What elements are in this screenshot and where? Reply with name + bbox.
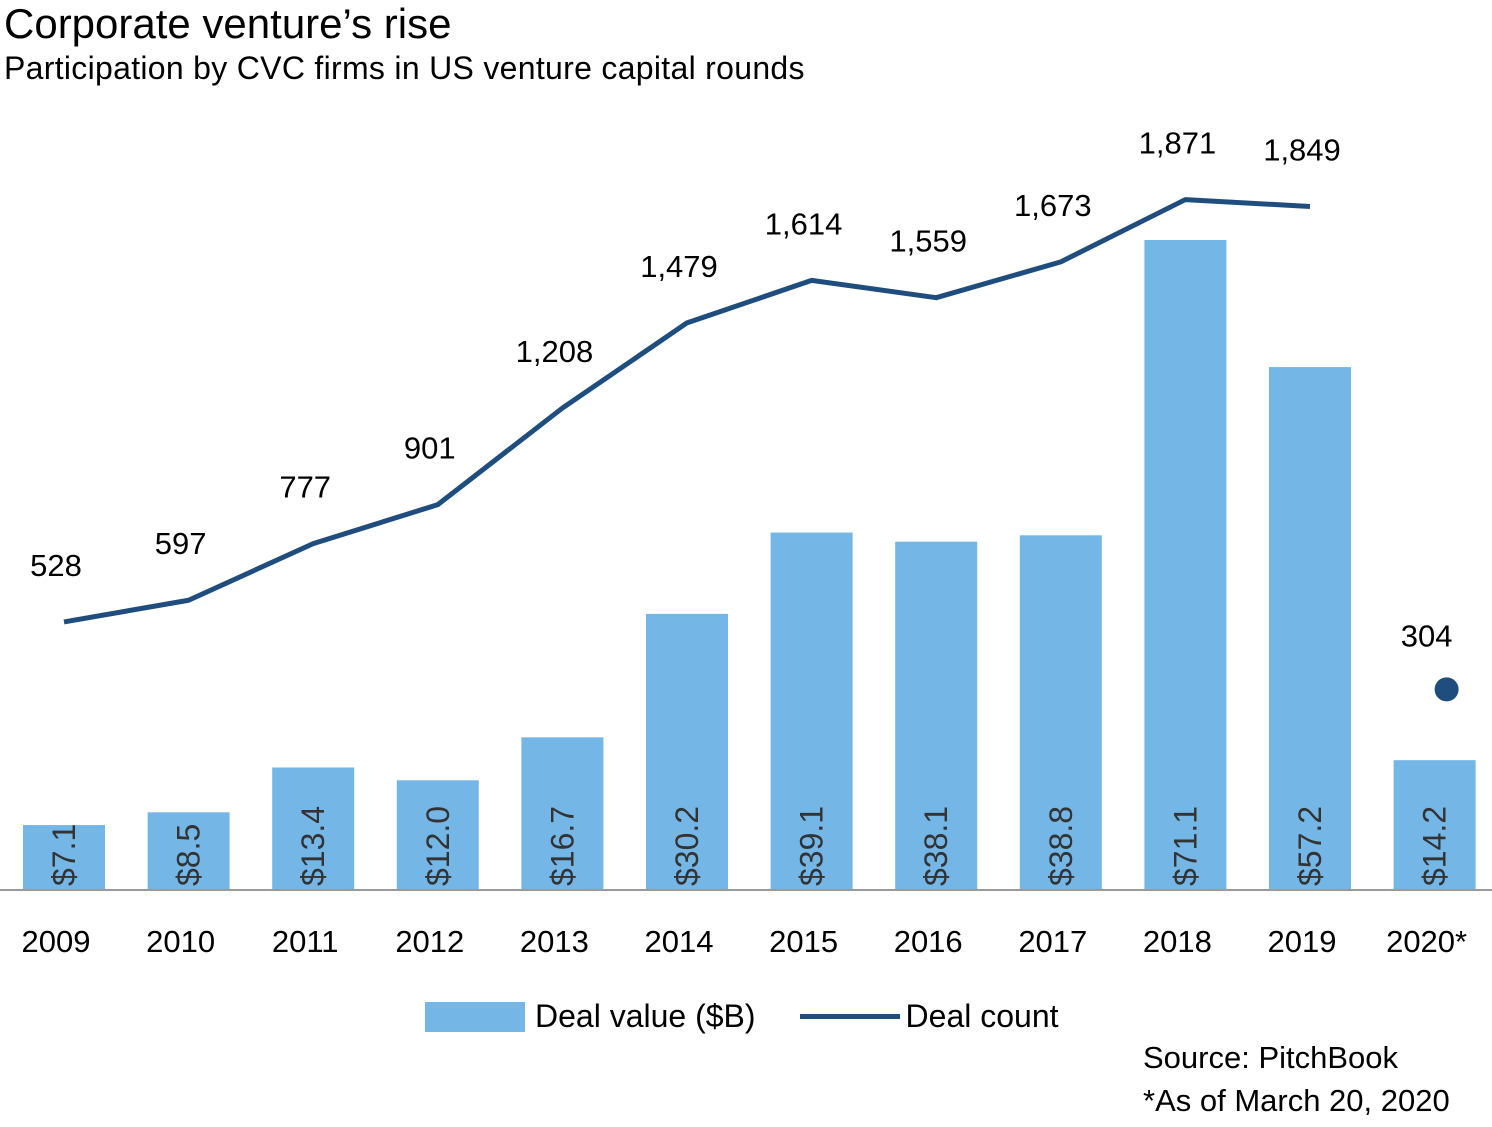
line-value-label-2016: 1,559	[889, 224, 967, 259]
legend: Deal value ($B) Deal count	[425, 998, 1059, 1035]
bar-2020*	[1393, 760, 1476, 890]
x-tick-label-2012: 2012	[395, 924, 464, 959]
bar-2011	[272, 767, 355, 890]
line-value-label-2015: 1,614	[765, 206, 843, 241]
bar-labels-layer: $7.1 $8.5 $13.4 $12.0 $16.7 $30.2 $39.1 $38.1 $3…	[46, 806, 1453, 886]
bar-value-label-2016: $38.1	[918, 806, 954, 886]
deal-count-line	[63, 197, 1311, 625]
x-tick-label-2011: 2011	[272, 924, 339, 959]
x-tick-label-2009: 2009	[22, 924, 91, 959]
line-value-label-2010: 597	[155, 526, 207, 561]
legend-bar-label: Deal value ($B)	[535, 998, 756, 1034]
chart-title: Corporate venture’s rise	[4, 0, 452, 47]
bar-2015	[770, 532, 853, 890]
bar-2017	[1019, 535, 1102, 890]
bar-2012	[396, 780, 479, 890]
bar-value-label-2011: $13.4	[295, 806, 331, 886]
bar-2018	[1144, 240, 1227, 890]
line-value-label-2012: 901	[404, 431, 456, 466]
x-tick-label-2010: 2010	[146, 924, 215, 959]
chart-subtitle: Participation by CVC firms in US venture…	[4, 50, 805, 86]
bar-2009	[23, 825, 105, 890]
x-tick-label-2015: 2015	[769, 924, 838, 959]
x-tick-label-2020*: 2020*	[1386, 924, 1467, 959]
x-tick-label-2017: 2017	[1018, 924, 1087, 959]
bar-value-label-2012: $12.0	[420, 806, 456, 886]
bar-2013	[521, 737, 604, 890]
bar-value-label-2018: $71.1	[1167, 806, 1203, 886]
legend-line-swatch	[799, 1014, 900, 1019]
bar-2016	[895, 541, 978, 890]
line-value-label-2017: 1,673	[1014, 188, 1092, 223]
bar-value-label-2017: $38.8	[1043, 806, 1079, 886]
line-value-label-2019: 1,849	[1263, 132, 1341, 167]
bars-layer	[23, 240, 1476, 890]
bar-value-label-2015: $39.1	[794, 806, 830, 886]
bar-value-label-2010: $8.5	[171, 824, 207, 886]
x-tick-label-2019: 2019	[1268, 924, 1337, 959]
line-value-label-2020*: 304	[1401, 618, 1453, 653]
bar-value-label-2019: $57.2	[1292, 806, 1328, 886]
line-value-label-2018: 1,871	[1139, 126, 1217, 161]
x-tick-label-2016: 2016	[894, 924, 963, 959]
line-value-label-2009: 528	[30, 548, 82, 583]
legend-line-label: Deal count	[905, 998, 1059, 1034]
bar-value-label-2009: $7.1	[46, 824, 82, 886]
legend-bar-swatch	[425, 1001, 525, 1032]
bar-value-label-2014: $30.2	[669, 806, 705, 886]
bar-2019	[1269, 367, 1351, 890]
line-value-label-2011: 777	[279, 470, 331, 505]
source-note: Source: PitchBook	[1143, 1040, 1399, 1075]
x-ticks-layer: 2009 2010 2011 2012 2013 2014 2015 2016 2017 2018…	[22, 924, 1468, 959]
x-tick-label-2014: 2014	[645, 924, 714, 959]
deal-count-marker-2020*	[1434, 677, 1459, 702]
bar-value-label-2020*: $14.2	[1417, 806, 1453, 886]
bar-value-label-2013: $16.7	[544, 806, 580, 886]
line-value-label-2014: 1,479	[640, 249, 718, 284]
x-tick-label-2013: 2013	[520, 924, 589, 959]
line-labels-layer: 528 597 777 901 1,208 1,479 1,614 1,559 1,673 1,8…	[30, 126, 1452, 654]
bar-2014	[646, 613, 728, 890]
line-layer	[63, 197, 1459, 702]
bar-2010	[147, 812, 230, 890]
line-value-label-2013: 1,208	[516, 334, 594, 369]
footnote: *As of March 20, 2020	[1143, 1083, 1450, 1118]
x-tick-label-2018: 2018	[1143, 924, 1212, 959]
